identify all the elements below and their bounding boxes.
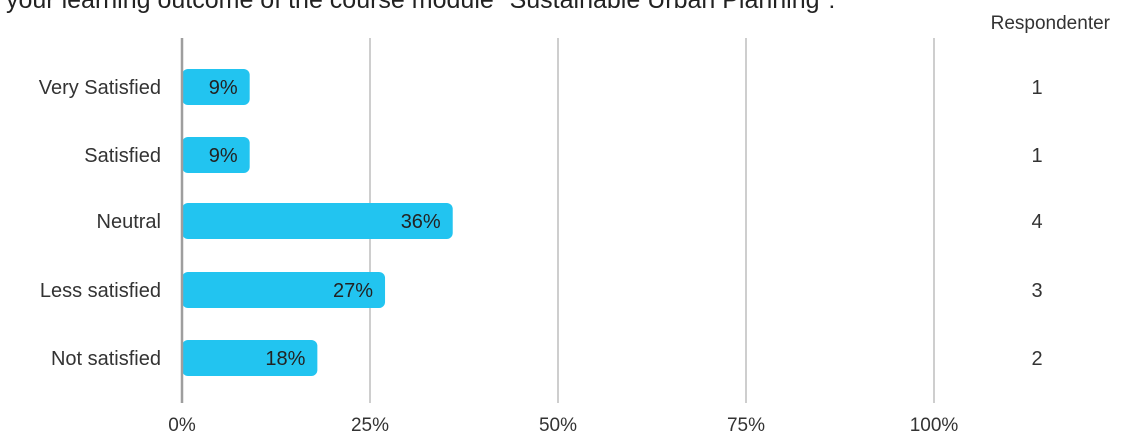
bar — [182, 340, 318, 376]
x-tick-label: 0% — [168, 415, 196, 436]
respondent-count: 4 — [1031, 211, 1042, 233]
category-label: Very Satisfied — [39, 77, 161, 99]
x-tick-label: 50% — [539, 415, 577, 436]
bar-value-label: 9% — [209, 145, 238, 167]
x-tick-label: 100% — [910, 415, 959, 436]
x-tick-label: 25% — [351, 415, 389, 436]
bar-value-label: 9% — [209, 77, 238, 99]
category-label: Satisfied — [84, 145, 161, 167]
respondent-count: 2 — [1031, 348, 1042, 370]
x-tick-label: 75% — [727, 415, 765, 436]
bar — [182, 272, 386, 308]
respondent-count: 1 — [1031, 145, 1042, 167]
bar-value-label: 36% — [401, 211, 441, 233]
bar — [182, 137, 250, 173]
respondent-count: 1 — [1031, 77, 1042, 99]
bar-value-label: 27% — [333, 280, 373, 302]
bar — [182, 69, 250, 105]
category-label: Not satisfied — [51, 348, 161, 370]
respondent-count: 3 — [1031, 280, 1042, 302]
bar — [182, 203, 453, 239]
bar-value-label: 18% — [265, 348, 305, 370]
chart-title: your learning outcome of the course modu… — [6, 0, 836, 14]
category-label: Neutral — [97, 211, 161, 233]
category-label: Less satisfied — [40, 280, 161, 302]
respondents-header: Respondenter — [990, 13, 1110, 34]
